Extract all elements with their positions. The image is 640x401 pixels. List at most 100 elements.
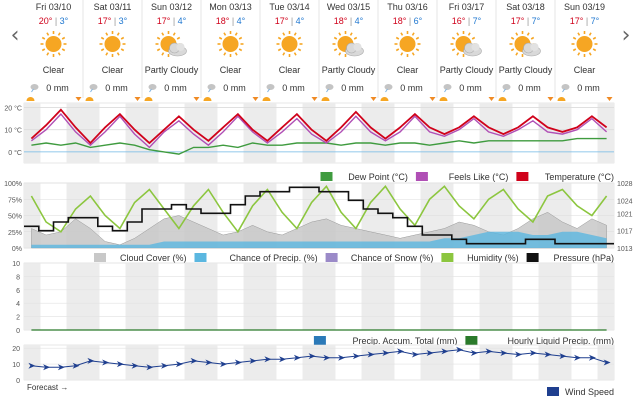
sun-disc [576,36,593,52]
day-condition: Clear [220,65,242,75]
sun-ray [223,52,227,56]
previous-arrow-icon[interactable]: ‹ [10,23,20,48]
sun-ray [353,36,358,40]
temp-separator: | [583,16,590,26]
sun-ray [46,52,50,56]
day-column-0: Fri 03/10 20° | 3° Clear 0 mm [26,2,82,101]
sun-ray [415,48,420,52]
sunset-icon [75,97,82,101]
sun-disc [104,36,121,52]
wind-direction-arrow [529,350,537,356]
wind-direction-arrow [426,350,434,356]
sun-ray [577,52,581,56]
sun-ray [572,48,577,52]
sun-ray [282,52,286,56]
sun-ray [234,52,238,56]
day-column-1: Sat 03/11 17° | 3° Clear 0 mm [82,0,141,101]
sunset-icon [193,97,200,101]
wind-direction-arrow [293,354,301,361]
temp-separator: | [347,16,354,26]
day-precip: 0 mm [459,83,482,93]
sunset-icon [311,97,318,101]
sunset-icon [252,97,259,101]
night-band [142,345,159,380]
rain-streak [267,88,270,93]
cloud-puff [530,43,539,51]
sun-ray [293,32,297,36]
day-precip: 0 mm [105,83,128,93]
night-band [437,263,454,330]
day-date: Mon 03/13 [209,2,252,12]
night-band [479,103,496,163]
sunset-shape [370,97,377,101]
raindrop-icon [561,84,570,93]
wind-direction-arrow [190,357,198,364]
next-arrow-icon[interactable]: › [621,23,631,48]
sun-ray [116,52,120,56]
sunrise-icon [380,97,389,101]
sunset-icon [606,97,613,101]
y-tick-label-right: 1017 [617,229,633,236]
day-high: 17° [511,16,525,26]
legend-swatch [94,253,106,262]
night-band [361,345,378,380]
day-low: 4° [178,16,187,26]
y-tick-label: 0% [12,246,22,253]
sun-ray [510,48,515,52]
night-band [479,263,496,330]
wind-direction-arrow [603,359,611,366]
cloud-small [502,84,511,90]
sunrise-icon [321,97,330,101]
rain-streak [326,88,329,93]
night-band [201,103,218,163]
sun-ray [338,52,342,56]
rain-streak [208,88,211,93]
sun-ray [592,36,597,40]
sunrise-shape [85,97,94,101]
day-temps: 16° | 7° [452,16,482,26]
temp-separator: | [524,16,531,26]
raindrop-icon [89,84,98,93]
day-temps: 18° | 4° [334,16,364,26]
sunset-icon [370,97,377,101]
day-date: Fri 03/17 [449,2,485,12]
sun-ray [297,36,302,40]
day-condition: Clear [574,65,596,75]
sun-ray [172,32,176,36]
sunset-shape [488,97,495,101]
sunrise-shape [144,97,153,101]
sun-ray [338,32,342,36]
sun-ray [588,32,592,36]
wind-direction-arrow [574,354,582,361]
sun-ray [515,52,519,56]
day-date: Sun 03/19 [564,2,605,12]
night-band [597,103,614,163]
wind-direction-arrow [234,359,242,366]
legend-swatch [325,253,338,262]
y-tick-label-right: 1013 [617,246,633,253]
legend-swatch [441,253,454,262]
cloud-small [148,84,157,90]
rain-streak [31,88,34,93]
raindrop-icon [30,84,39,93]
night-band [24,263,41,330]
night-band [243,263,260,330]
wind-direction-arrow [161,362,169,369]
sun-ray [161,32,165,36]
sun-ray [592,48,597,52]
night-band [142,263,159,330]
series-line-feels [30,113,608,149]
wind-direction-arrow [367,351,375,358]
wind-direction-arrow [264,356,272,363]
sun-ray [234,32,238,36]
y-tick-label: 100% [4,181,22,188]
legend-label: Precip. Accum. Total (mm) [353,336,458,346]
partly-cloudy-icon [450,31,482,57]
wind-direction-arrow [515,351,523,358]
sun-ray [61,36,66,40]
night-band [125,345,142,380]
legend-label: Cloud Cover (%) [120,253,187,263]
sunrise-shape [380,97,389,101]
wind-direction-arrow [323,354,331,361]
night-band [361,263,378,330]
